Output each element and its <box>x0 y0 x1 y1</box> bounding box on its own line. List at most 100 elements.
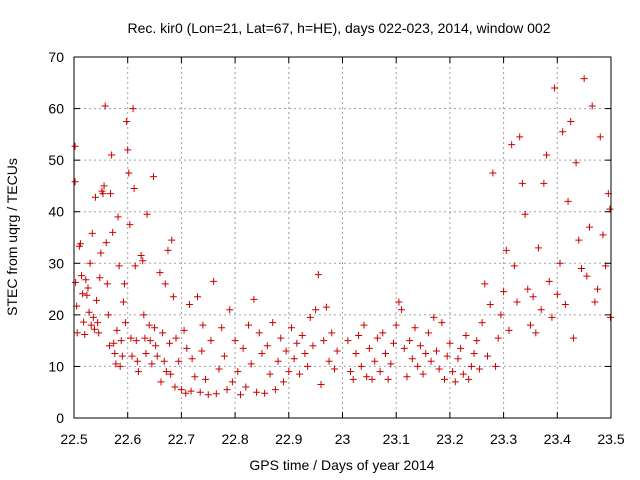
grid <box>74 57 611 418</box>
data-point <box>349 375 357 383</box>
data-point <box>314 271 322 279</box>
data-point <box>551 84 559 92</box>
data-point <box>282 347 290 355</box>
data-point <box>355 331 363 339</box>
data-point <box>140 311 148 319</box>
data-point <box>194 293 202 301</box>
data-point <box>85 308 93 316</box>
data-point <box>236 391 244 399</box>
data-point <box>395 298 403 306</box>
data-point <box>124 146 132 154</box>
x-tick-label: 22.5 <box>60 431 87 447</box>
data-point <box>454 355 462 363</box>
data-point <box>112 360 120 368</box>
data-point <box>561 301 569 309</box>
x-axis-label: GPS time / Days of year 2014 <box>249 457 434 473</box>
data-point <box>188 355 196 363</box>
data-point <box>105 342 113 350</box>
data-point <box>95 329 103 337</box>
data-point <box>142 350 150 358</box>
data-point <box>271 386 279 394</box>
data-point <box>127 334 135 342</box>
data-point <box>245 321 253 329</box>
data-point <box>207 337 215 345</box>
data-point <box>510 262 518 270</box>
data-point <box>143 210 151 218</box>
data-point <box>187 387 195 395</box>
data-point <box>132 337 140 345</box>
data-point <box>166 339 174 347</box>
data-point <box>427 357 435 365</box>
data-point <box>381 350 389 358</box>
data-point <box>215 365 223 373</box>
data-point <box>400 344 408 352</box>
data-point <box>198 347 206 355</box>
data-point <box>290 355 298 363</box>
data-point <box>368 375 376 383</box>
data-point <box>296 370 304 378</box>
data-point <box>312 306 320 314</box>
data-point <box>126 221 134 229</box>
data-point <box>449 368 457 376</box>
data-point <box>575 236 583 244</box>
data-point <box>513 298 521 306</box>
data-point <box>540 179 548 187</box>
data-point <box>572 159 580 167</box>
data-point <box>435 365 443 373</box>
data-point <box>545 277 553 285</box>
data-point <box>89 313 97 321</box>
data-point <box>129 105 137 113</box>
data-point <box>424 329 432 337</box>
data-point <box>162 368 170 376</box>
data-point <box>226 306 234 314</box>
data-point <box>416 342 424 350</box>
data-point <box>118 352 126 360</box>
data-point <box>72 278 80 286</box>
data-point <box>577 264 585 272</box>
data-point <box>185 301 193 309</box>
data-point <box>274 357 282 365</box>
data-point <box>234 368 242 376</box>
x-tick-label: 22.8 <box>221 431 248 447</box>
data-point <box>408 355 416 363</box>
data-point <box>128 352 136 360</box>
data-point <box>148 360 156 368</box>
x-tick-label: 23.4 <box>544 431 571 447</box>
data-point <box>457 344 465 352</box>
data-point <box>202 375 210 383</box>
chart-title: Rec. kir0 (Lon=21, Lat=67, h=HE), days 0… <box>128 20 551 36</box>
data-point <box>212 390 220 398</box>
data-point <box>373 334 381 342</box>
data-point <box>516 133 524 141</box>
data-point <box>309 342 317 350</box>
data-point <box>153 352 161 360</box>
data-point <box>133 357 141 365</box>
data-point <box>263 342 271 350</box>
y-tick-label: 10 <box>48 358 64 374</box>
data-point <box>535 244 543 252</box>
data-point <box>180 326 188 334</box>
data-point <box>580 75 588 83</box>
data-point <box>543 151 551 159</box>
data-point <box>451 378 459 386</box>
data-point <box>119 298 127 306</box>
data-point <box>347 368 355 376</box>
data-point <box>285 368 293 376</box>
data-point <box>250 295 258 303</box>
data-point <box>379 329 387 337</box>
data-point <box>160 357 168 365</box>
data-point <box>231 337 239 345</box>
data-point <box>462 331 470 339</box>
y-tick-label: 70 <box>48 49 64 65</box>
data-point <box>199 321 207 329</box>
data-point <box>363 373 371 381</box>
data-point <box>403 373 411 381</box>
data-point <box>524 285 532 293</box>
data-point <box>146 337 154 345</box>
data-point <box>101 102 109 110</box>
data-point <box>134 368 142 376</box>
x-tick-label: 23.1 <box>383 431 410 447</box>
data-point <box>411 324 419 332</box>
data-point <box>228 378 236 386</box>
data-points <box>71 75 614 399</box>
